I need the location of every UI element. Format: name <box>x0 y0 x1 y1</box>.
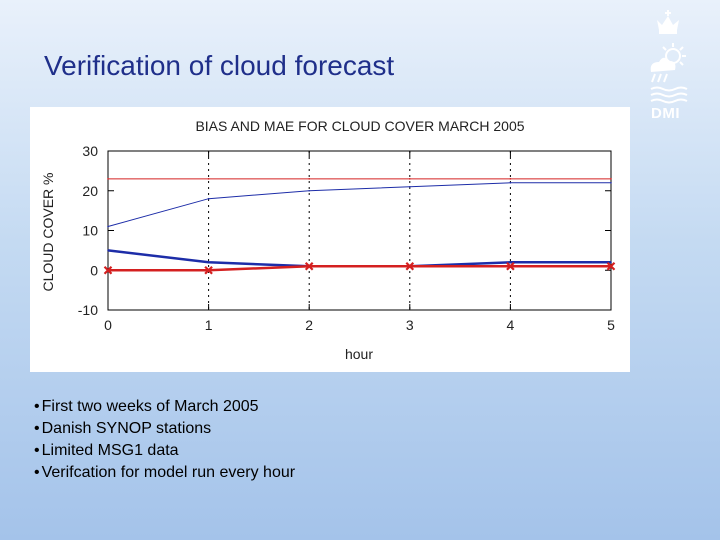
data-point-1 <box>509 178 512 180</box>
data-point-0 <box>409 185 411 188</box>
x-axis-label: hour <box>345 346 373 362</box>
data-point-1 <box>107 178 109 180</box>
logo-text: DMI <box>651 105 680 122</box>
chart: BIAS AND MAE FOR CLOUD COVER MARCH 2005 … <box>40 118 616 362</box>
data-point-0 <box>610 182 612 184</box>
y-tick-label: -10 <box>78 302 98 318</box>
data-point-3 <box>606 261 616 271</box>
data-point-3 <box>103 265 113 275</box>
bullet-item: Danish SYNOP stations <box>34 418 295 440</box>
series-line-0 <box>107 182 611 228</box>
waves-icon <box>650 86 688 104</box>
data-point-2 <box>509 261 512 264</box>
y-tick-label: 20 <box>82 183 98 199</box>
bullet-item: Limited MSG1 data <box>34 440 295 462</box>
weather-icon <box>650 43 686 83</box>
y-tick-label: 0 <box>90 262 98 278</box>
x-tick-label: 0 <box>104 317 112 333</box>
data-point-2 <box>610 261 612 264</box>
data-point-2 <box>107 249 109 252</box>
plot-area: 0 1 2 3 4 5 -10 0 10 20 30 <box>78 143 616 333</box>
data-point-3 <box>304 261 314 271</box>
data-point-3 <box>204 265 213 275</box>
data-point-1 <box>610 178 612 180</box>
x-tick-label: 3 <box>406 317 414 333</box>
y-tick-label: 10 <box>82 223 98 239</box>
x-tick-label: 2 <box>305 317 313 333</box>
data-point-0 <box>308 189 311 192</box>
chart-title: BIAS AND MAE FOR CLOUD COVER MARCH 2005 <box>195 118 524 134</box>
data-point-1 <box>409 178 411 180</box>
data-point-0 <box>207 197 210 200</box>
bullet-item: Verifcation for model run every hour <box>34 462 295 484</box>
data-point-3 <box>506 261 515 271</box>
dmi-logo <box>650 10 688 104</box>
x-tick-label: 4 <box>507 317 515 333</box>
data-point-0 <box>107 225 109 228</box>
bullet-item: First two weeks of March 2005 <box>34 396 295 418</box>
data-point-3 <box>405 261 415 271</box>
data-point-1 <box>308 178 311 180</box>
y-axis-label: CLOUD COVER % <box>40 172 56 291</box>
slide-title: Verification of cloud forecast <box>44 50 395 81</box>
data-point-2 <box>207 261 210 264</box>
series-line-3 <box>108 265 611 272</box>
chart-panel: BIAS AND MAE FOR CLOUD COVER MARCH 2005 … <box>30 107 630 372</box>
series-line-2 <box>107 249 611 268</box>
plot-frame <box>107 150 612 311</box>
x-tick-label: 5 <box>607 317 615 333</box>
x-tick-label: 1 <box>205 317 213 333</box>
y-tick-label: 30 <box>82 143 98 159</box>
data-point-0 <box>509 182 512 184</box>
data-point-1 <box>207 178 210 180</box>
bullet-list: First two weeks of March 2005 Danish SYN… <box>34 396 295 484</box>
crown-icon <box>657 10 679 34</box>
